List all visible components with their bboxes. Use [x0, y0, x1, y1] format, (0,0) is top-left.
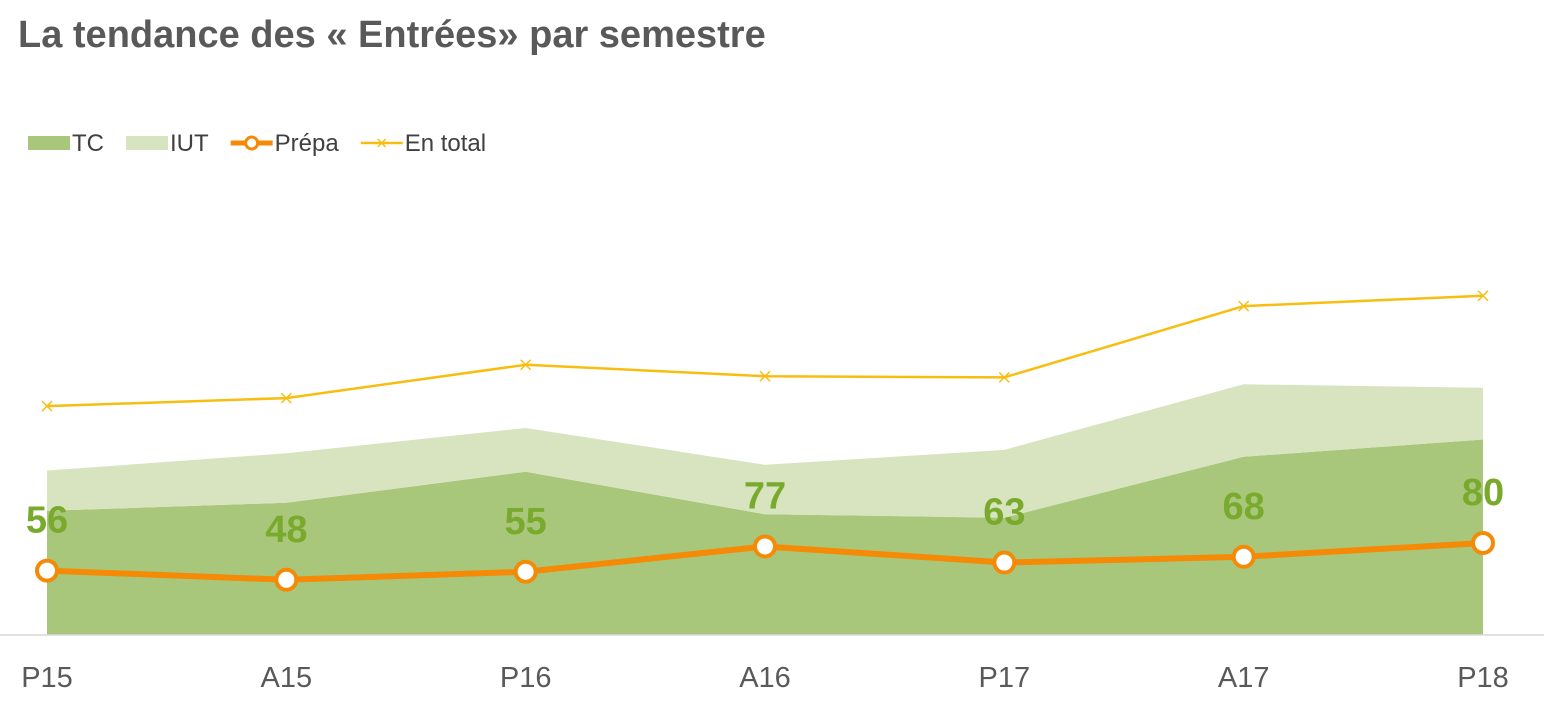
legend-marker	[377, 138, 387, 148]
x-tick-label: A15	[261, 662, 313, 694]
marker-prepa	[1471, 531, 1495, 555]
data-label: 77	[744, 475, 786, 517]
data-label: 56	[26, 500, 68, 542]
marker-prepa	[992, 550, 1017, 575]
area-series-iut	[47, 384, 1483, 518]
data-label: 55	[505, 501, 547, 543]
legend-label: Prépa	[275, 130, 340, 157]
data-label: 48	[265, 509, 307, 551]
legend-swatch	[126, 136, 168, 150]
data-labels: 56 48 55 77 63 68 80	[26, 472, 1504, 551]
legend-item-tc: TC	[28, 130, 104, 157]
x-tick-label: P17	[979, 662, 1031, 694]
legend-item-prepa: Prépa	[230, 130, 340, 157]
x-axis-ticks: P15 A15 P16 A16 P17 A17 P18	[21, 662, 1509, 694]
marker-prepa	[35, 558, 59, 583]
marker-en-total	[759, 370, 771, 382]
data-label: 68	[1223, 486, 1265, 528]
x-tick-label: A17	[1218, 662, 1270, 694]
marker-en-total	[41, 400, 53, 412]
marker-en-total	[1477, 290, 1489, 302]
legend-item-en-total: En total	[360, 130, 486, 157]
x-tick-label: P15	[21, 662, 73, 694]
x-tick-label: P18	[1457, 662, 1509, 694]
x-tick-label: A16	[739, 662, 791, 694]
legend-label: TC	[72, 130, 104, 157]
marker-en-total	[1238, 300, 1250, 312]
line-series-group	[35, 290, 1495, 592]
marker-en-total	[280, 392, 292, 404]
legend-marker	[244, 135, 260, 151]
chart-legend: TC IUT Prépa En total	[28, 130, 486, 157]
legend-label: IUT	[170, 130, 209, 157]
marker-prepa	[753, 534, 777, 559]
legend-swatch	[28, 136, 70, 150]
marker-prepa	[513, 559, 538, 584]
marker-en-total	[998, 371, 1010, 383]
marker-prepa	[274, 567, 299, 592]
legend-item-iut: IUT	[126, 130, 209, 157]
marker-en-total	[520, 359, 532, 371]
x-tick-label: P16	[500, 662, 552, 694]
data-label: 63	[983, 492, 1025, 534]
legend-label: En total	[405, 130, 486, 157]
marker-prepa	[1231, 544, 1256, 569]
chart-title: La tendance des « Entrées» par semestre	[18, 14, 766, 56]
data-label: 80	[1462, 472, 1504, 514]
